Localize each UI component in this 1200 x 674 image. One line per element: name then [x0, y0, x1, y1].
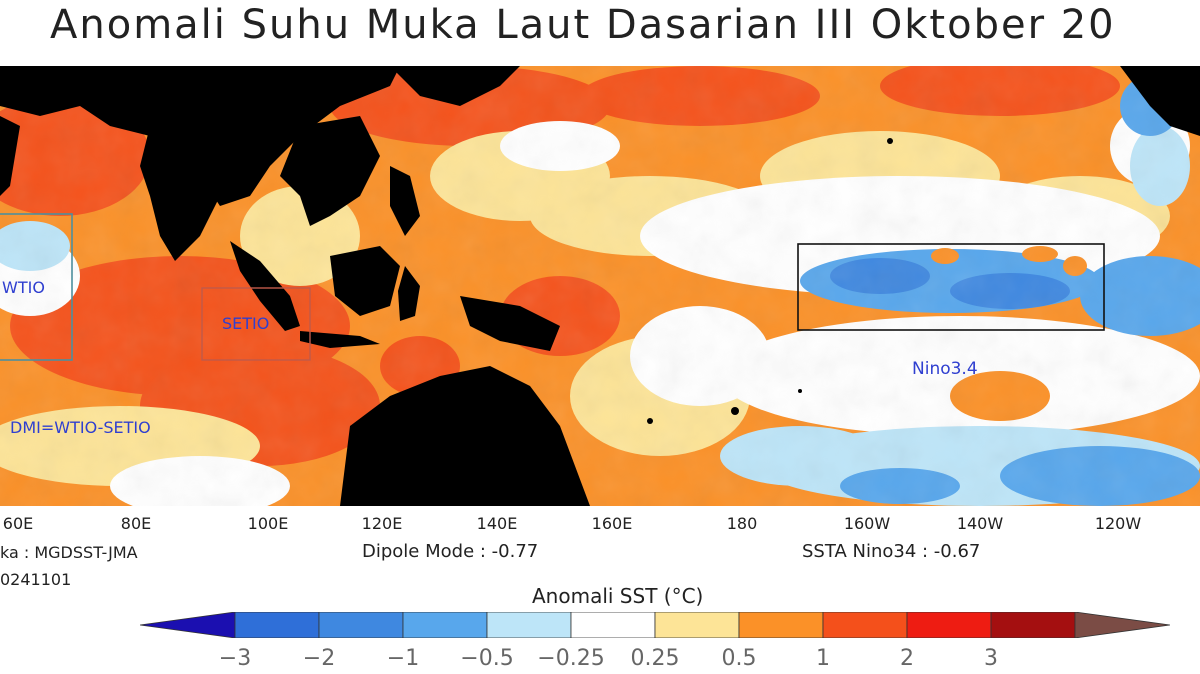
dipole-mode-value: Dipole Mode : -0.77: [362, 541, 539, 562]
longitude-label: 100E: [247, 514, 289, 533]
nino34-box: [797, 243, 1105, 331]
longitude-label: 60E: [2, 514, 34, 533]
setio-label: SETIO: [222, 314, 270, 333]
colorbar-tick-label: 0.25: [630, 646, 680, 671]
data-source: ka : MGDSST-JMA: [0, 543, 138, 562]
longitude-label: 140W: [956, 514, 1004, 533]
wtio-label: WTIO: [2, 278, 45, 297]
colorbar-segment: [990, 612, 1076, 638]
colorbar-tick-label: −3: [218, 646, 252, 671]
map-title: Anomali Suhu Muka Laut Dasarian III Okto…: [50, 2, 1116, 48]
colorbar-segment: [234, 612, 320, 638]
colorbar-segment: [822, 612, 908, 638]
colorbar-tick-label: −2: [302, 646, 336, 671]
colorbar-segment: [906, 612, 992, 638]
longitude-label: 180: [726, 514, 758, 533]
longitude-label: 80E: [120, 514, 152, 533]
nino34-label: Nino3.4: [912, 359, 978, 379]
sst-anomaly-map: [0, 66, 1200, 506]
colorbar-segment: [738, 612, 824, 638]
colorbar-tick-label: −1: [386, 646, 420, 671]
colorbar-tick-label: 1: [816, 646, 830, 671]
longitude-label: 160W: [843, 514, 891, 533]
colorbar-segment: [1074, 612, 1170, 638]
longitude-label: 140E: [476, 514, 518, 533]
ssta-nino34-value: SSTA Nino34 : -0.67: [802, 541, 981, 562]
colorbar-tick-label: −0.5: [460, 646, 514, 671]
colorbar: [140, 612, 1170, 638]
dmi-label: DMI=WTIO-SETIO: [10, 418, 151, 437]
colorbar-segment: [402, 612, 488, 638]
longitude-label: 160E: [591, 514, 633, 533]
colorbar-segment: [654, 612, 740, 638]
colorbar-tick-label: 2: [900, 646, 914, 671]
longitude-label: 120W: [1094, 514, 1142, 533]
colorbar-tick-label: −0.25: [537, 646, 605, 671]
colorbar-segment: [486, 612, 572, 638]
longitude-label: 120E: [361, 514, 403, 533]
colorbar-tick-label: 0.5: [721, 646, 757, 671]
land-masses: [0, 66, 1200, 506]
colorbar-tick-label: 3: [984, 646, 998, 671]
date-stamp: 0241101: [0, 570, 72, 589]
colorbar-segment: [140, 612, 236, 638]
setio-box: [201, 287, 311, 361]
colorbar-title: Anomali SST (°C): [532, 584, 704, 608]
colorbar-segment: [318, 612, 404, 638]
wtio-box: [0, 213, 73, 361]
colorbar-segment: [570, 612, 656, 638]
